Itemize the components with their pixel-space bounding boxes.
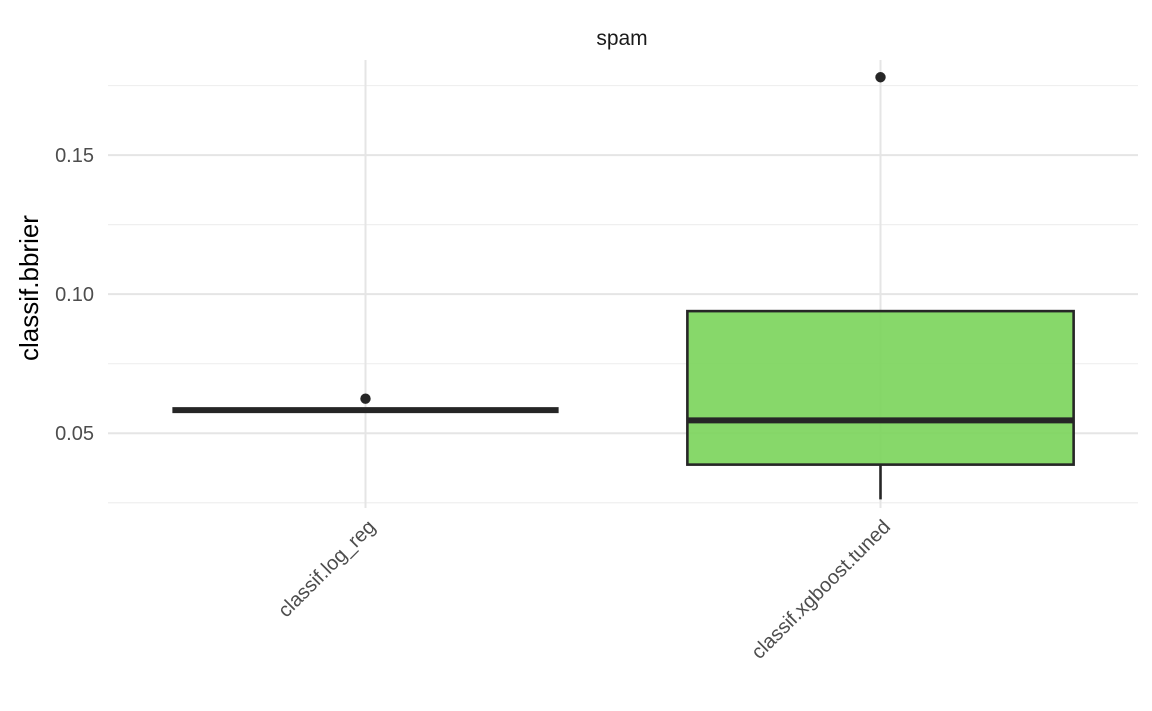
outlier-point — [360, 393, 371, 404]
y-tick-label: 0.15 — [55, 145, 94, 167]
y-tick-label: 0.05 — [55, 423, 94, 445]
box-body — [686, 309, 1075, 466]
y-tick-label: 0.10 — [55, 284, 94, 306]
x-axis-ticks: classif.log_reg classif.xgboost.tuned — [274, 516, 895, 664]
x-tick-label: classif.xgboost.tuned — [747, 516, 895, 664]
x-tick-label: classif.log_reg — [274, 516, 380, 622]
box-2 — [686, 72, 1075, 500]
grid-lines — [108, 60, 1138, 508]
facet-title: spam — [596, 27, 647, 50]
y-axis-title: classif.bbrier — [14, 215, 44, 361]
outlier-point — [875, 72, 886, 83]
y-axis-ticks: 0.05 0.10 0.15 — [55, 145, 94, 445]
box-1 — [172, 393, 559, 414]
boxes — [172, 72, 1075, 500]
